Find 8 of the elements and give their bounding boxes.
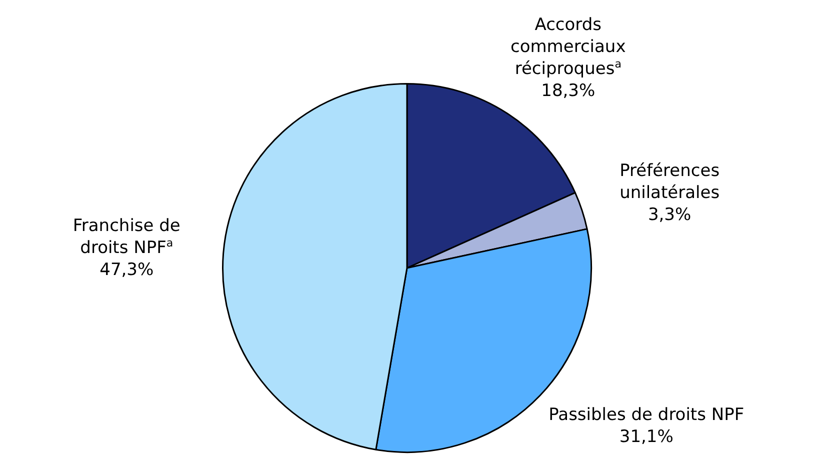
data-label: 18,3% [541,80,596,101]
slice-label: Franchise de droits NPF$^{a}$ [72,216,180,258]
data-label: 31,1% [619,426,674,447]
data-label: 47,3% [100,260,154,280]
slice-label: Accords commerciaux réciproques$^{a}$ [510,14,626,79]
slice-label: Préférences unilatérales [620,161,720,204]
data-label: 3,3% [648,205,692,226]
slice-label: Passibles de droits NPF [548,404,744,425]
